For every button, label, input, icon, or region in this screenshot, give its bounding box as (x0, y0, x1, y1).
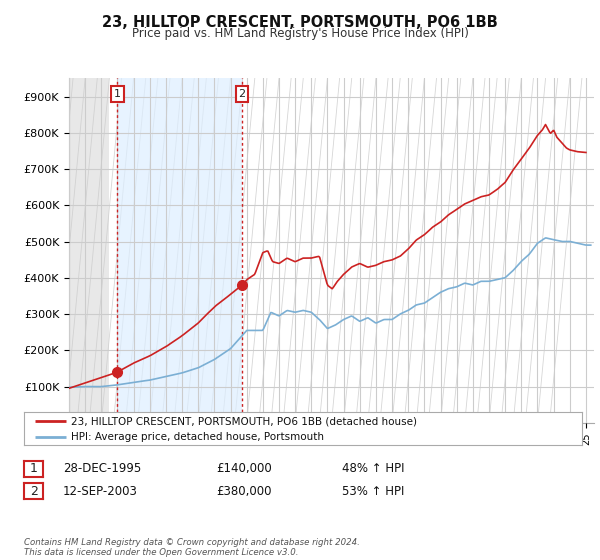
Text: HPI: Average price, detached house, Portsmouth: HPI: Average price, detached house, Port… (71, 432, 325, 442)
Text: 28-DEC-1995: 28-DEC-1995 (63, 462, 141, 475)
Text: 2: 2 (238, 88, 245, 99)
Text: 1: 1 (29, 462, 38, 475)
Text: 23, HILLTOP CRESCENT, PORTSMOUTH, PO6 1BB: 23, HILLTOP CRESCENT, PORTSMOUTH, PO6 1B… (102, 15, 498, 30)
Text: £140,000: £140,000 (216, 462, 272, 475)
Text: 48% ↑ HPI: 48% ↑ HPI (342, 462, 404, 475)
Text: 1: 1 (114, 88, 121, 99)
Text: 53% ↑ HPI: 53% ↑ HPI (342, 484, 404, 498)
Text: Contains HM Land Registry data © Crown copyright and database right 2024.
This d: Contains HM Land Registry data © Crown c… (24, 538, 360, 557)
Text: 2: 2 (29, 484, 38, 498)
Text: 12-SEP-2003: 12-SEP-2003 (63, 484, 138, 498)
Text: Price paid vs. HM Land Registry's House Price Index (HPI): Price paid vs. HM Land Registry's House … (131, 27, 469, 40)
Text: £380,000: £380,000 (216, 484, 271, 498)
Bar (117, 78, 242, 423)
Text: 23, HILLTOP CRESCENT, PORTSMOUTH, PO6 1BB (detached house): 23, HILLTOP CRESCENT, PORTSMOUTH, PO6 1B… (71, 416, 418, 426)
